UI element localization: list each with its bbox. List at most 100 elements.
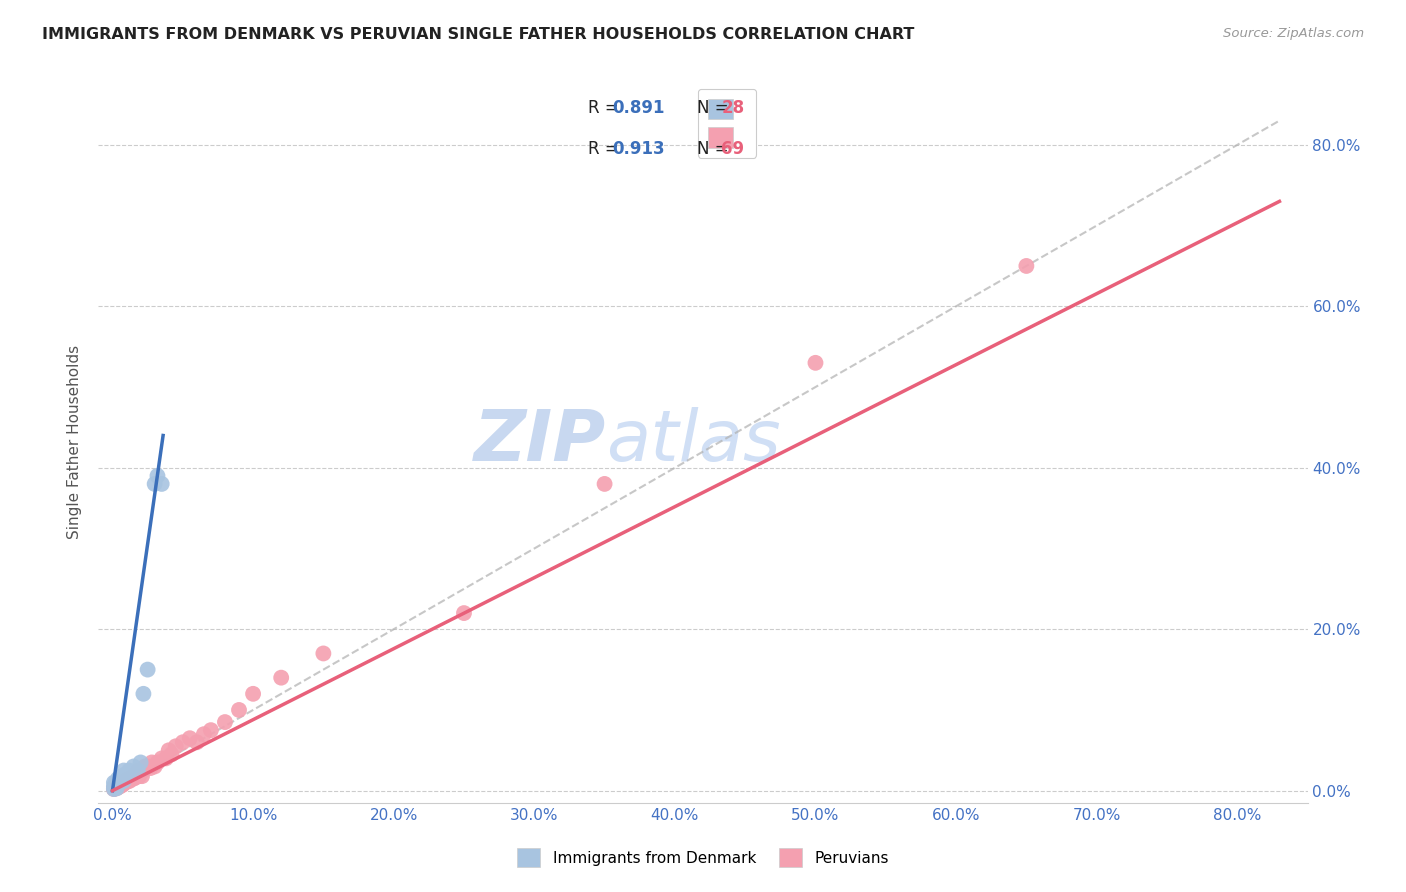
Point xyxy=(150,751,173,765)
Point xyxy=(125,767,148,781)
Point xyxy=(103,782,125,797)
Point xyxy=(108,774,131,789)
Point xyxy=(131,769,153,783)
Point xyxy=(111,775,134,789)
Point xyxy=(155,751,177,765)
Point xyxy=(242,687,264,701)
Point xyxy=(103,781,125,796)
Point xyxy=(124,771,146,785)
Point xyxy=(107,779,129,793)
Point xyxy=(1015,259,1038,273)
Point xyxy=(200,723,222,738)
Point xyxy=(105,780,128,795)
Point xyxy=(110,777,132,791)
Point xyxy=(110,776,132,790)
Point xyxy=(121,771,143,785)
Point xyxy=(103,775,125,789)
Point xyxy=(112,775,135,789)
Point xyxy=(270,671,292,685)
Point xyxy=(128,769,150,783)
Point xyxy=(120,772,142,786)
Point xyxy=(129,764,152,778)
Point xyxy=(127,767,149,781)
Point xyxy=(112,764,135,778)
Point xyxy=(105,775,128,789)
Point xyxy=(228,703,250,717)
Point xyxy=(104,780,127,794)
Point xyxy=(804,356,827,370)
Text: ZIP: ZIP xyxy=(474,407,606,476)
Point xyxy=(107,777,129,791)
Point xyxy=(104,781,127,796)
Point xyxy=(111,777,134,791)
Point xyxy=(111,778,134,792)
Point xyxy=(593,477,616,491)
Point xyxy=(108,779,131,793)
Point xyxy=(179,731,201,746)
Text: 0.913: 0.913 xyxy=(613,140,665,158)
Point xyxy=(111,769,134,783)
Point xyxy=(117,774,139,789)
Text: R =: R = xyxy=(588,99,624,117)
Point xyxy=(112,774,135,789)
Point xyxy=(105,779,128,793)
Point xyxy=(115,773,138,788)
Point xyxy=(214,714,236,729)
Point xyxy=(122,772,145,786)
Point xyxy=(110,778,132,792)
Y-axis label: Single Father Households: Single Father Households xyxy=(67,344,83,539)
Text: Source: ZipAtlas.com: Source: ZipAtlas.com xyxy=(1223,27,1364,40)
Point xyxy=(146,756,169,770)
Point xyxy=(136,759,159,773)
Point xyxy=(160,747,183,762)
Point xyxy=(104,780,127,794)
Point xyxy=(122,759,145,773)
Point xyxy=(132,687,155,701)
Point xyxy=(104,777,127,791)
Point xyxy=(110,772,132,786)
Point xyxy=(139,761,162,775)
Point xyxy=(122,769,145,783)
Point xyxy=(146,468,169,483)
Point xyxy=(172,735,194,749)
Point xyxy=(143,759,166,773)
Point xyxy=(104,780,127,795)
Point xyxy=(115,767,138,781)
Point xyxy=(157,743,180,757)
Point xyxy=(165,739,187,754)
Point xyxy=(108,777,131,791)
Point xyxy=(129,756,152,770)
Point xyxy=(108,780,131,794)
Point xyxy=(114,767,136,781)
Point xyxy=(112,776,135,790)
Point xyxy=(105,781,128,796)
Point xyxy=(107,772,129,786)
Point xyxy=(108,775,131,789)
Point xyxy=(105,781,128,796)
Point xyxy=(127,764,149,778)
Point xyxy=(453,606,475,620)
Point xyxy=(186,735,208,749)
Point xyxy=(312,647,335,661)
Point xyxy=(136,663,159,677)
Point xyxy=(108,778,131,792)
Point xyxy=(114,774,136,789)
Point xyxy=(193,727,215,741)
Point xyxy=(118,772,141,786)
Point xyxy=(118,764,141,778)
Text: IMMIGRANTS FROM DENMARK VS PERUVIAN SINGLE FATHER HOUSEHOLDS CORRELATION CHART: IMMIGRANTS FROM DENMARK VS PERUVIAN SING… xyxy=(42,27,914,42)
Text: atlas: atlas xyxy=(606,407,780,476)
Point xyxy=(134,759,156,773)
Point xyxy=(127,764,149,778)
Point xyxy=(103,780,125,794)
Text: 69: 69 xyxy=(721,140,744,158)
Point xyxy=(115,774,138,789)
Point xyxy=(105,780,128,794)
Point xyxy=(143,477,166,491)
Point xyxy=(107,780,129,794)
Point xyxy=(104,781,127,796)
Point xyxy=(132,764,155,778)
Text: N =: N = xyxy=(697,140,734,158)
Point xyxy=(141,756,163,770)
Point xyxy=(103,782,125,797)
